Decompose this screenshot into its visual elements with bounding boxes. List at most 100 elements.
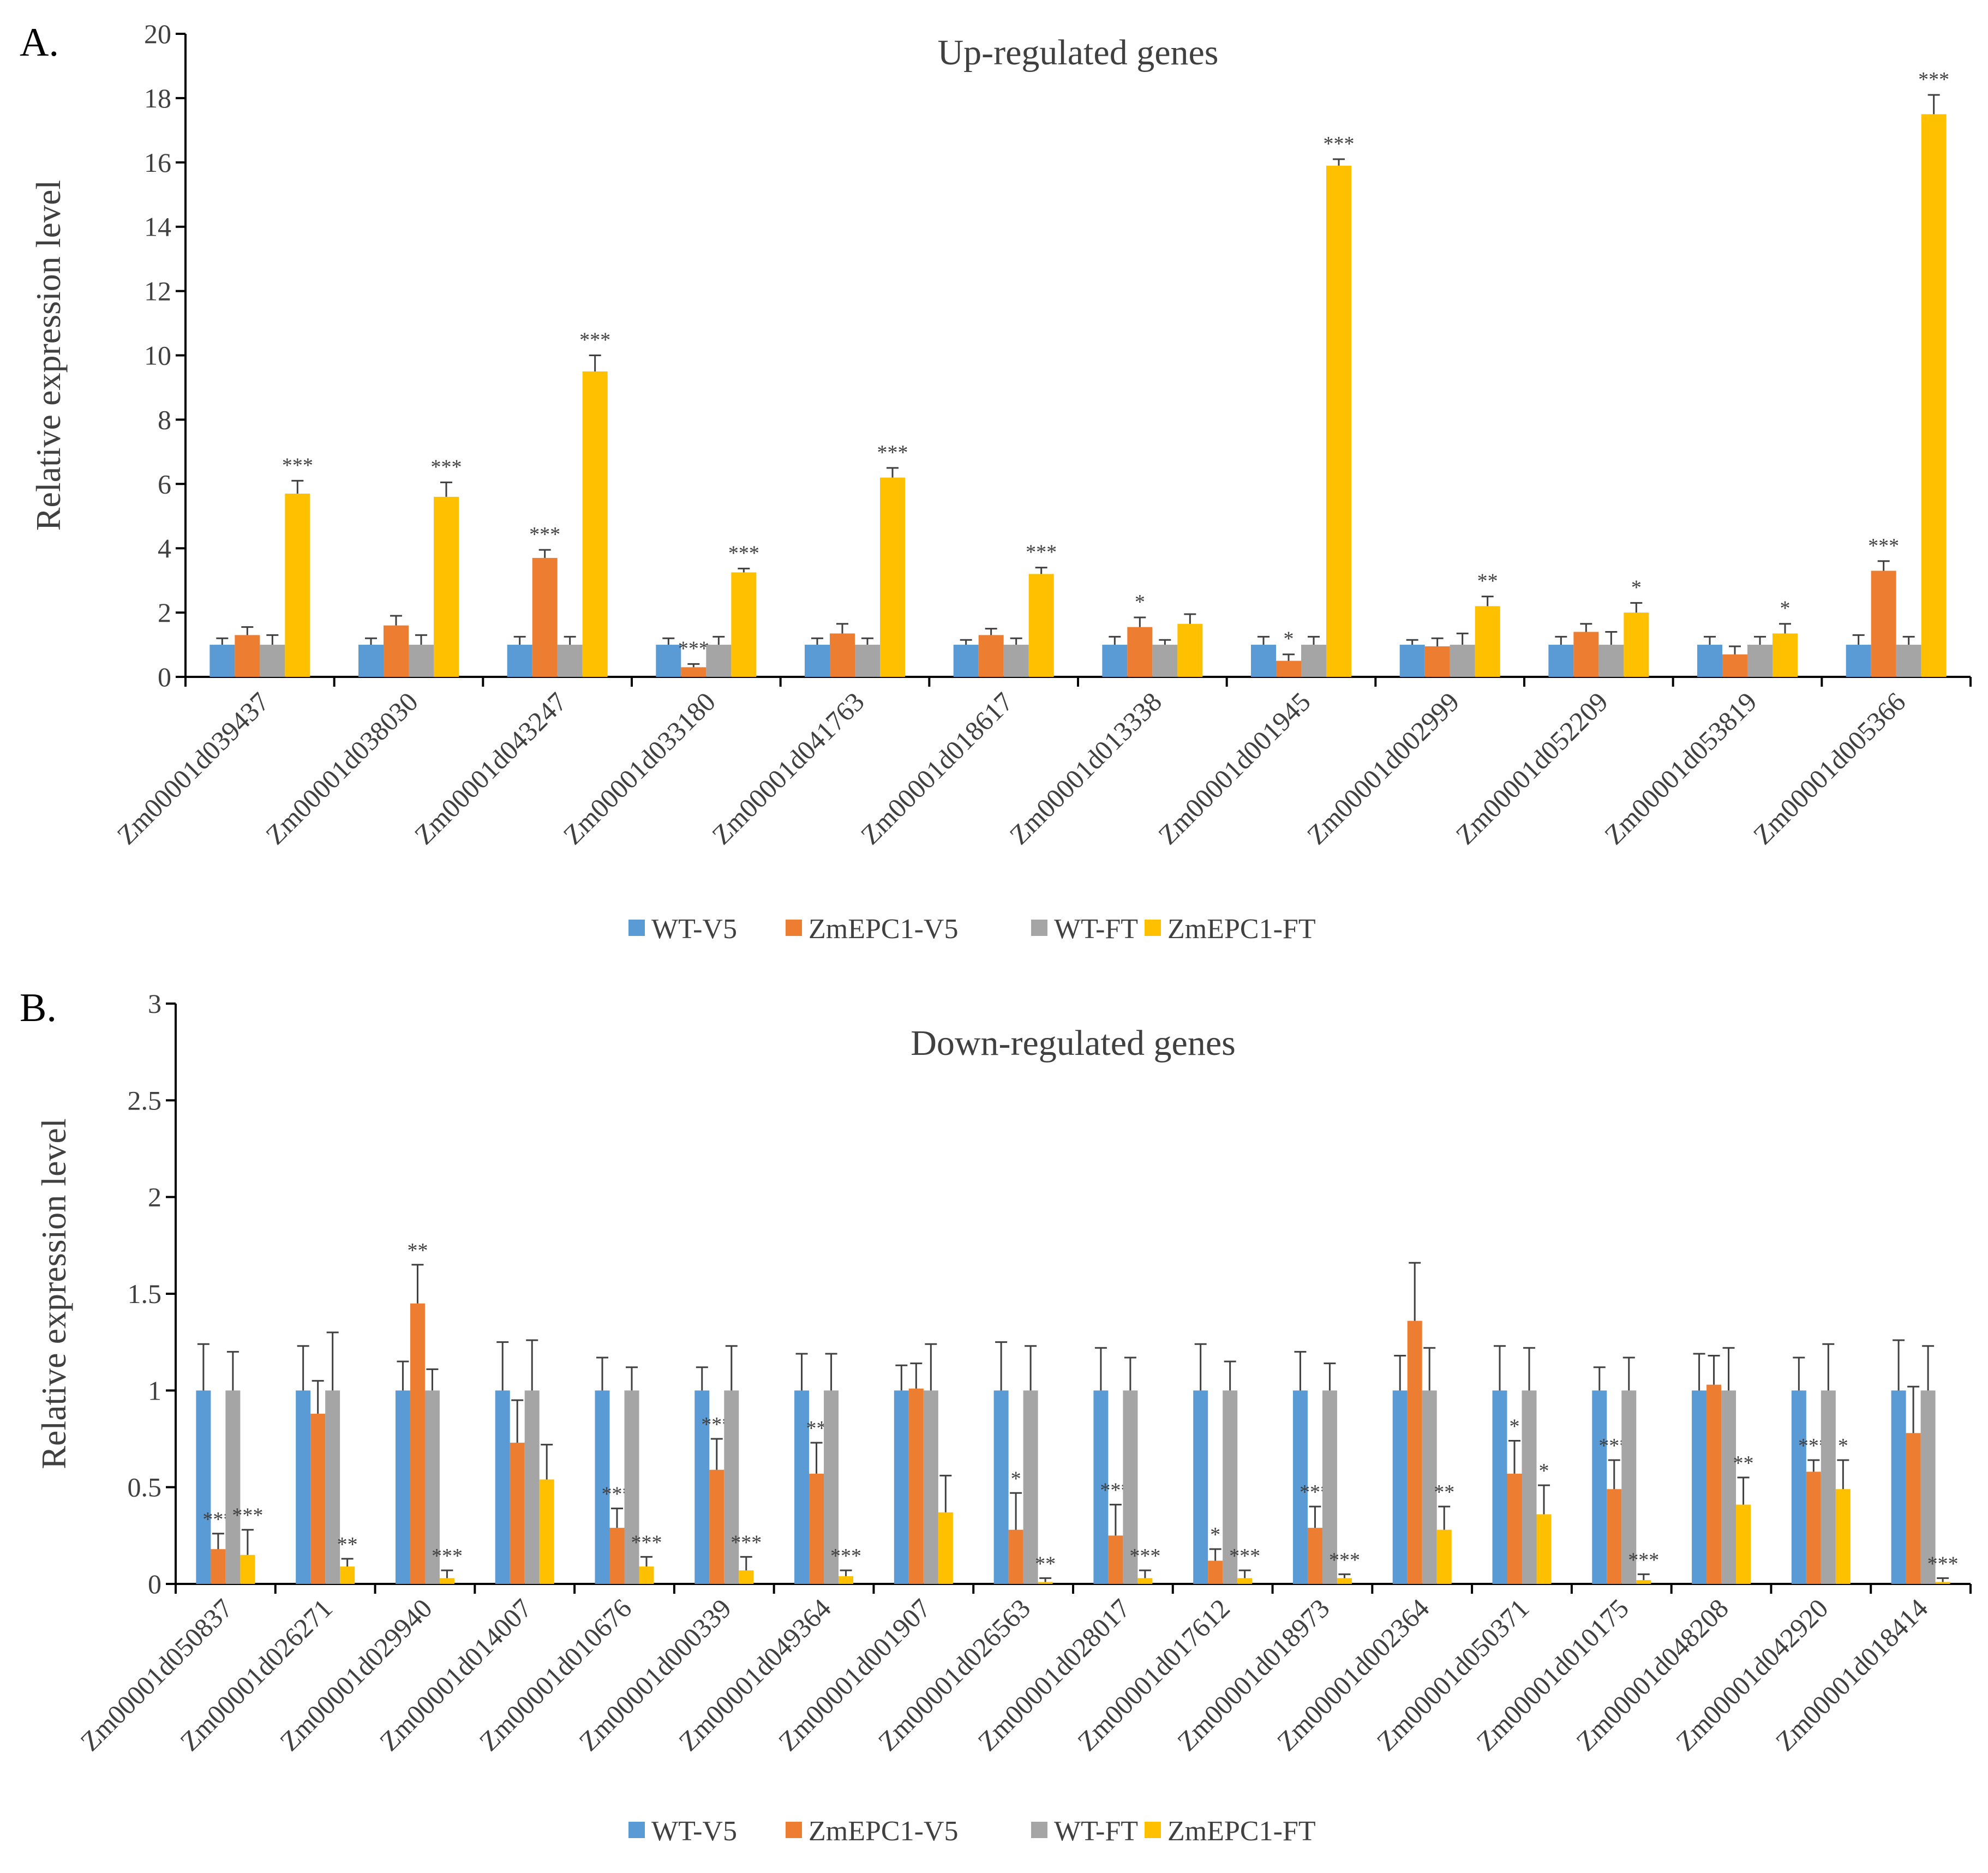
x-category-label: Zm00001d002999 [1301, 686, 1465, 850]
y-tick-label: 16 [144, 147, 171, 178]
significance-marker: ** [337, 1533, 358, 1556]
bar-wt-ft [557, 645, 583, 677]
bar-wt-v5 [1548, 645, 1574, 677]
bar-wt-ft [1152, 645, 1178, 677]
bar-zmepc1-v5 [1906, 1433, 1921, 1584]
significance-marker: *** [1329, 1548, 1360, 1571]
x-category-label: Zm00001d039437 [111, 686, 275, 850]
y-tick-label: 10 [144, 340, 171, 371]
bar-zmepc1-v5 [1806, 1472, 1821, 1584]
x-category-label: Zm00001d001945 [1152, 686, 1316, 850]
bar-zmepc1-ft [1137, 1578, 1153, 1584]
x-category-label: Zm00001d013338 [1003, 686, 1167, 850]
bar-wt-ft [1821, 1390, 1836, 1584]
significance-marker: *** [232, 1504, 263, 1527]
bar-zmepc1-ft [340, 1566, 355, 1584]
chart-panel-b: B. Down-regulated genes Relative expressio… [20, 986, 1972, 1847]
bar-wt-ft [325, 1390, 340, 1584]
significance-marker: * [1284, 628, 1294, 651]
bar-wt-ft [1322, 1390, 1337, 1584]
bar-zmepc1-v5 [1607, 1489, 1622, 1584]
significance-marker: *** [1129, 1545, 1160, 1568]
legend-swatch-zmepc1-v5 [786, 1822, 802, 1838]
bar-wt-v5 [595, 1390, 610, 1584]
bar-wt-ft [1522, 1390, 1537, 1584]
bar-wt-v5 [196, 1390, 211, 1584]
significance-marker: *** [1026, 541, 1057, 564]
significance-marker: *** [1324, 133, 1355, 155]
x-category-label: Zm00001d052209 [1450, 686, 1614, 850]
bar-wt-v5 [358, 645, 384, 677]
y-tick-label: 4 [158, 533, 171, 563]
bar-zmepc1-v5 [1276, 661, 1301, 677]
y-tick-label: 18 [144, 83, 171, 113]
y-tick-label: 1.5 [128, 1278, 162, 1309]
legend-label: ZmEPC1-V5 [809, 914, 958, 945]
bar-wt-ft [1223, 1390, 1238, 1584]
chart-title: Up-regulated genes [938, 33, 1219, 73]
x-category-label: Zm00001d018617 [855, 686, 1019, 850]
significance-marker: *** [529, 523, 560, 546]
bar-wt-v5 [953, 645, 979, 677]
y-tick-label: 2.5 [128, 1085, 162, 1115]
significance-marker: ** [1477, 570, 1498, 593]
bar-zmepc1-ft [539, 1479, 554, 1584]
bar-zmepc1-v5 [830, 633, 855, 677]
bar-wt-ft [524, 1390, 540, 1584]
bar-wt-v5 [1697, 645, 1722, 677]
bar-wt-v5 [209, 645, 235, 677]
bar-wt-ft [1920, 1390, 1936, 1584]
bar-wt-v5 [805, 645, 830, 677]
y-tick-label: 1 [148, 1375, 161, 1406]
bar-zmepc1-ft [739, 1570, 754, 1584]
x-category-label: Zm00001d041763 [706, 686, 870, 850]
bar-zmepc1-ft [285, 493, 310, 677]
legend-swatch-wt-ft [1031, 1822, 1047, 1838]
significance-marker: * [1539, 1460, 1549, 1482]
bar-zmepc1-v5 [1507, 1473, 1522, 1584]
bar-wt-v5 [395, 1390, 410, 1584]
bar-zmepc1-v5 [709, 1469, 724, 1584]
legend-label: ZmEPC1-FT [1167, 914, 1316, 945]
bar-zmepc1-v5 [384, 625, 409, 677]
bar-wt-ft [1621, 1390, 1637, 1584]
bar-wt-v5 [1692, 1390, 1707, 1584]
bar-wt-v5 [656, 645, 681, 677]
bar-wt-ft [706, 645, 732, 677]
bar-zmepc1-ft [1436, 1529, 1452, 1584]
bar-wt-ft [424, 1390, 440, 1584]
significance-marker: * [1210, 1523, 1220, 1546]
y-tick-label: 20 [144, 19, 171, 49]
bar-zmepc1-v5 [1208, 1560, 1223, 1584]
bar-zmepc1-ft [938, 1512, 953, 1584]
significance-marker: *** [282, 454, 313, 477]
panel-label: B. [20, 986, 57, 1030]
y-tick-label: 12 [144, 276, 171, 307]
significance-marker: *** [877, 441, 908, 464]
bar-zmepc1-ft [434, 496, 459, 677]
bar-wt-v5 [1193, 1390, 1208, 1584]
legend-label: WT-FT [1054, 914, 1138, 945]
bar-zmepc1-ft [839, 1576, 854, 1584]
significance-marker: ** [1035, 1552, 1056, 1575]
significance-marker: *** [1628, 1548, 1659, 1571]
bar-wt-v5 [1592, 1390, 1607, 1584]
bar-zmepc1-ft [1773, 633, 1798, 677]
chart-title: Down-regulated genes [911, 1023, 1236, 1063]
y-tick-label: 3 [148, 988, 161, 1019]
bar-zmepc1-v5 [235, 635, 260, 677]
bar-wt-v5 [1292, 1390, 1308, 1584]
bar-wt-ft [1422, 1390, 1437, 1584]
bar-zmepc1-v5 [978, 635, 1004, 677]
bar-zmepc1-ft [1028, 574, 1054, 677]
bar-zmepc1-v5 [410, 1303, 425, 1584]
bar-wt-ft [1747, 645, 1773, 677]
bar-zmepc1-v5 [1722, 654, 1747, 677]
significance-marker: *** [432, 1545, 463, 1568]
bar-wt-v5 [694, 1390, 710, 1584]
y-tick-label: 0 [148, 1569, 161, 1599]
bar-wt-ft [1450, 645, 1475, 677]
bar-zmepc1-ft [1636, 1580, 1651, 1584]
bar-wt-ft [225, 1390, 241, 1584]
